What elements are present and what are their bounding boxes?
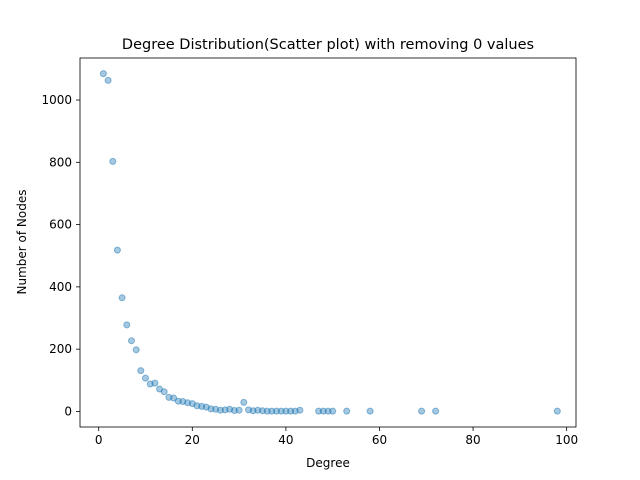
- data-point-9: [142, 374, 149, 382]
- data-point-2: [109, 157, 117, 165]
- data-point-5: [123, 321, 131, 329]
- data-point-42: [296, 406, 304, 414]
- data-point-48: [366, 407, 374, 415]
- y-tick-label: 0: [64, 404, 72, 418]
- data-point-11: [151, 379, 159, 387]
- y-tick-label: 1000: [41, 93, 72, 107]
- y-tick-label: 600: [49, 218, 72, 232]
- x-axis-label: Degree: [306, 456, 350, 470]
- y-tick-label: 400: [49, 280, 72, 294]
- data-point-7: [132, 346, 140, 354]
- data-point-13: [160, 388, 168, 396]
- x-tick-label: 20: [185, 433, 200, 447]
- data-point-43: [315, 407, 323, 415]
- data-point-37: [273, 407, 280, 415]
- data-point-45: [324, 407, 332, 415]
- y-tick-label: 200: [49, 342, 72, 356]
- data-point-0: [99, 70, 107, 78]
- plot-frame: [79, 57, 577, 428]
- data-point-46: [329, 407, 337, 415]
- data-point-36: [268, 407, 276, 415]
- data-point-50: [432, 407, 440, 415]
- data-point-29: [235, 406, 243, 414]
- points-layer: [99, 70, 561, 415]
- data-point-3: [113, 246, 121, 254]
- data-point-30: [240, 398, 248, 406]
- data-point-44: [319, 407, 327, 415]
- chart-title: Degree Distribution(Scatter plot) with r…: [122, 37, 534, 53]
- data-point-38: [277, 407, 285, 415]
- data-point-49: [418, 407, 426, 415]
- y-tick-label: 800: [49, 155, 72, 169]
- data-point-47: [343, 407, 351, 415]
- x-tick-label: 60: [372, 433, 387, 447]
- x-tick-label: 0: [95, 433, 103, 447]
- data-point-4: [118, 294, 126, 302]
- data-point-15: [170, 394, 178, 402]
- data-point-39: [282, 407, 290, 415]
- x-tick-label: 40: [278, 433, 293, 447]
- data-point-8: [137, 367, 145, 375]
- y-axis-label: Number of Nodes: [15, 190, 29, 295]
- plot-area: [80, 58, 576, 427]
- data-point-6: [128, 337, 135, 345]
- data-point-51: [553, 407, 561, 415]
- data-point-1: [104, 76, 112, 84]
- x-tick-label: 80: [465, 433, 480, 447]
- x-tick-label: 100: [555, 433, 578, 447]
